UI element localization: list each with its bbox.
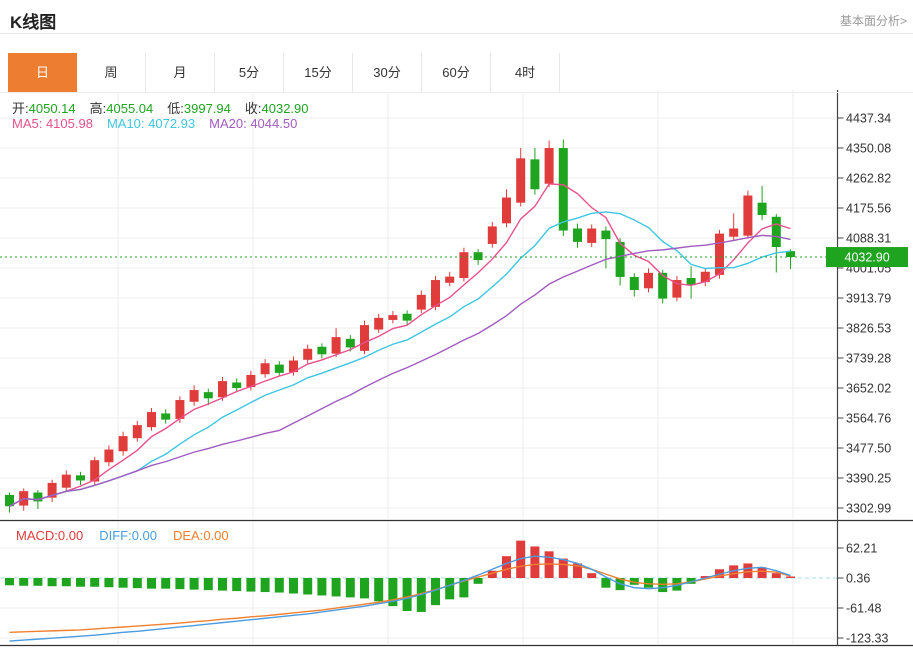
svg-text:3390.25: 3390.25 [846,472,891,486]
fundamental-analysis-link[interactable]: 基本面分析> [839,14,907,28]
high-label: 高: [89,101,107,116]
ma5-value: MA5: 4105.98 [12,116,93,131]
page-title: K线图 [10,13,57,32]
dea-value: DEA:0.00 [173,528,229,543]
svg-text:-61.48: -61.48 [846,602,881,616]
high-value: 4055.04 [106,101,154,116]
svg-text:3739.28: 3739.28 [846,352,891,366]
header-divider [0,33,913,34]
tab-5min[interactable]: 5分 [215,53,284,92]
macd-value: MACD:0.00 [16,528,84,543]
ohlc-legend: 开:4050.14 高:4055.04 低:3997.94 收:4032.90 [12,98,323,117]
svg-text:3913.79: 3913.79 [846,292,891,306]
ma20-value: MA20: 4044.50 [209,116,298,131]
svg-text:4175.56: 4175.56 [846,202,891,216]
svg-text:3564.76: 3564.76 [846,412,891,426]
close-value: 4032.90 [261,101,309,116]
tab-day[interactable]: 日 [8,53,77,92]
tab-week[interactable]: 周 [77,53,146,92]
svg-text:0.36: 0.36 [846,572,870,586]
svg-text:4437.34: 4437.34 [846,112,891,126]
tabs-divider [0,92,913,93]
tab-month[interactable]: 月 [146,53,215,92]
close-label: 收: [244,101,262,116]
ma10-value: MA10: 4072.93 [106,116,196,131]
svg-text:3826.53: 3826.53 [846,322,891,336]
interval-tabs: 日周月 5分 15分 30分 60分 4时 [8,53,560,92]
svg-text:3652.02: 3652.02 [846,382,891,396]
open-label: 开: [12,101,29,116]
svg-text:3302.99: 3302.99 [846,502,891,516]
svg-text:62.21: 62.21 [846,542,877,556]
svg-text:3477.50: 3477.50 [846,442,891,456]
svg-text:4262.82: 4262.82 [846,172,891,186]
svg-text:-123.33: -123.33 [846,632,888,646]
open-value: 4050.14 [28,101,76,116]
diff-value: DIFF:0.00 [99,528,157,543]
svg-text:4032.90: 4032.90 [845,251,890,265]
low-label: 低: [167,101,184,116]
tab-60min[interactable]: 60分 [422,53,491,92]
macd-legend: MACD:0.00 DIFF:0.00 DEA:0.00 [16,528,229,543]
tab-4hour[interactable]: 4时 [491,53,560,92]
tab-30min[interactable]: 30分 [353,53,422,92]
svg-text:4088.31: 4088.31 [846,232,891,246]
tab-15min[interactable]: 15分 [284,53,353,92]
low-value: 3997.94 [183,101,231,116]
svg-text:4350.08: 4350.08 [846,142,891,156]
ma-legend: MA5: 4105.98 MA10: 4072.93 MA20: 4044.50 [12,116,297,131]
